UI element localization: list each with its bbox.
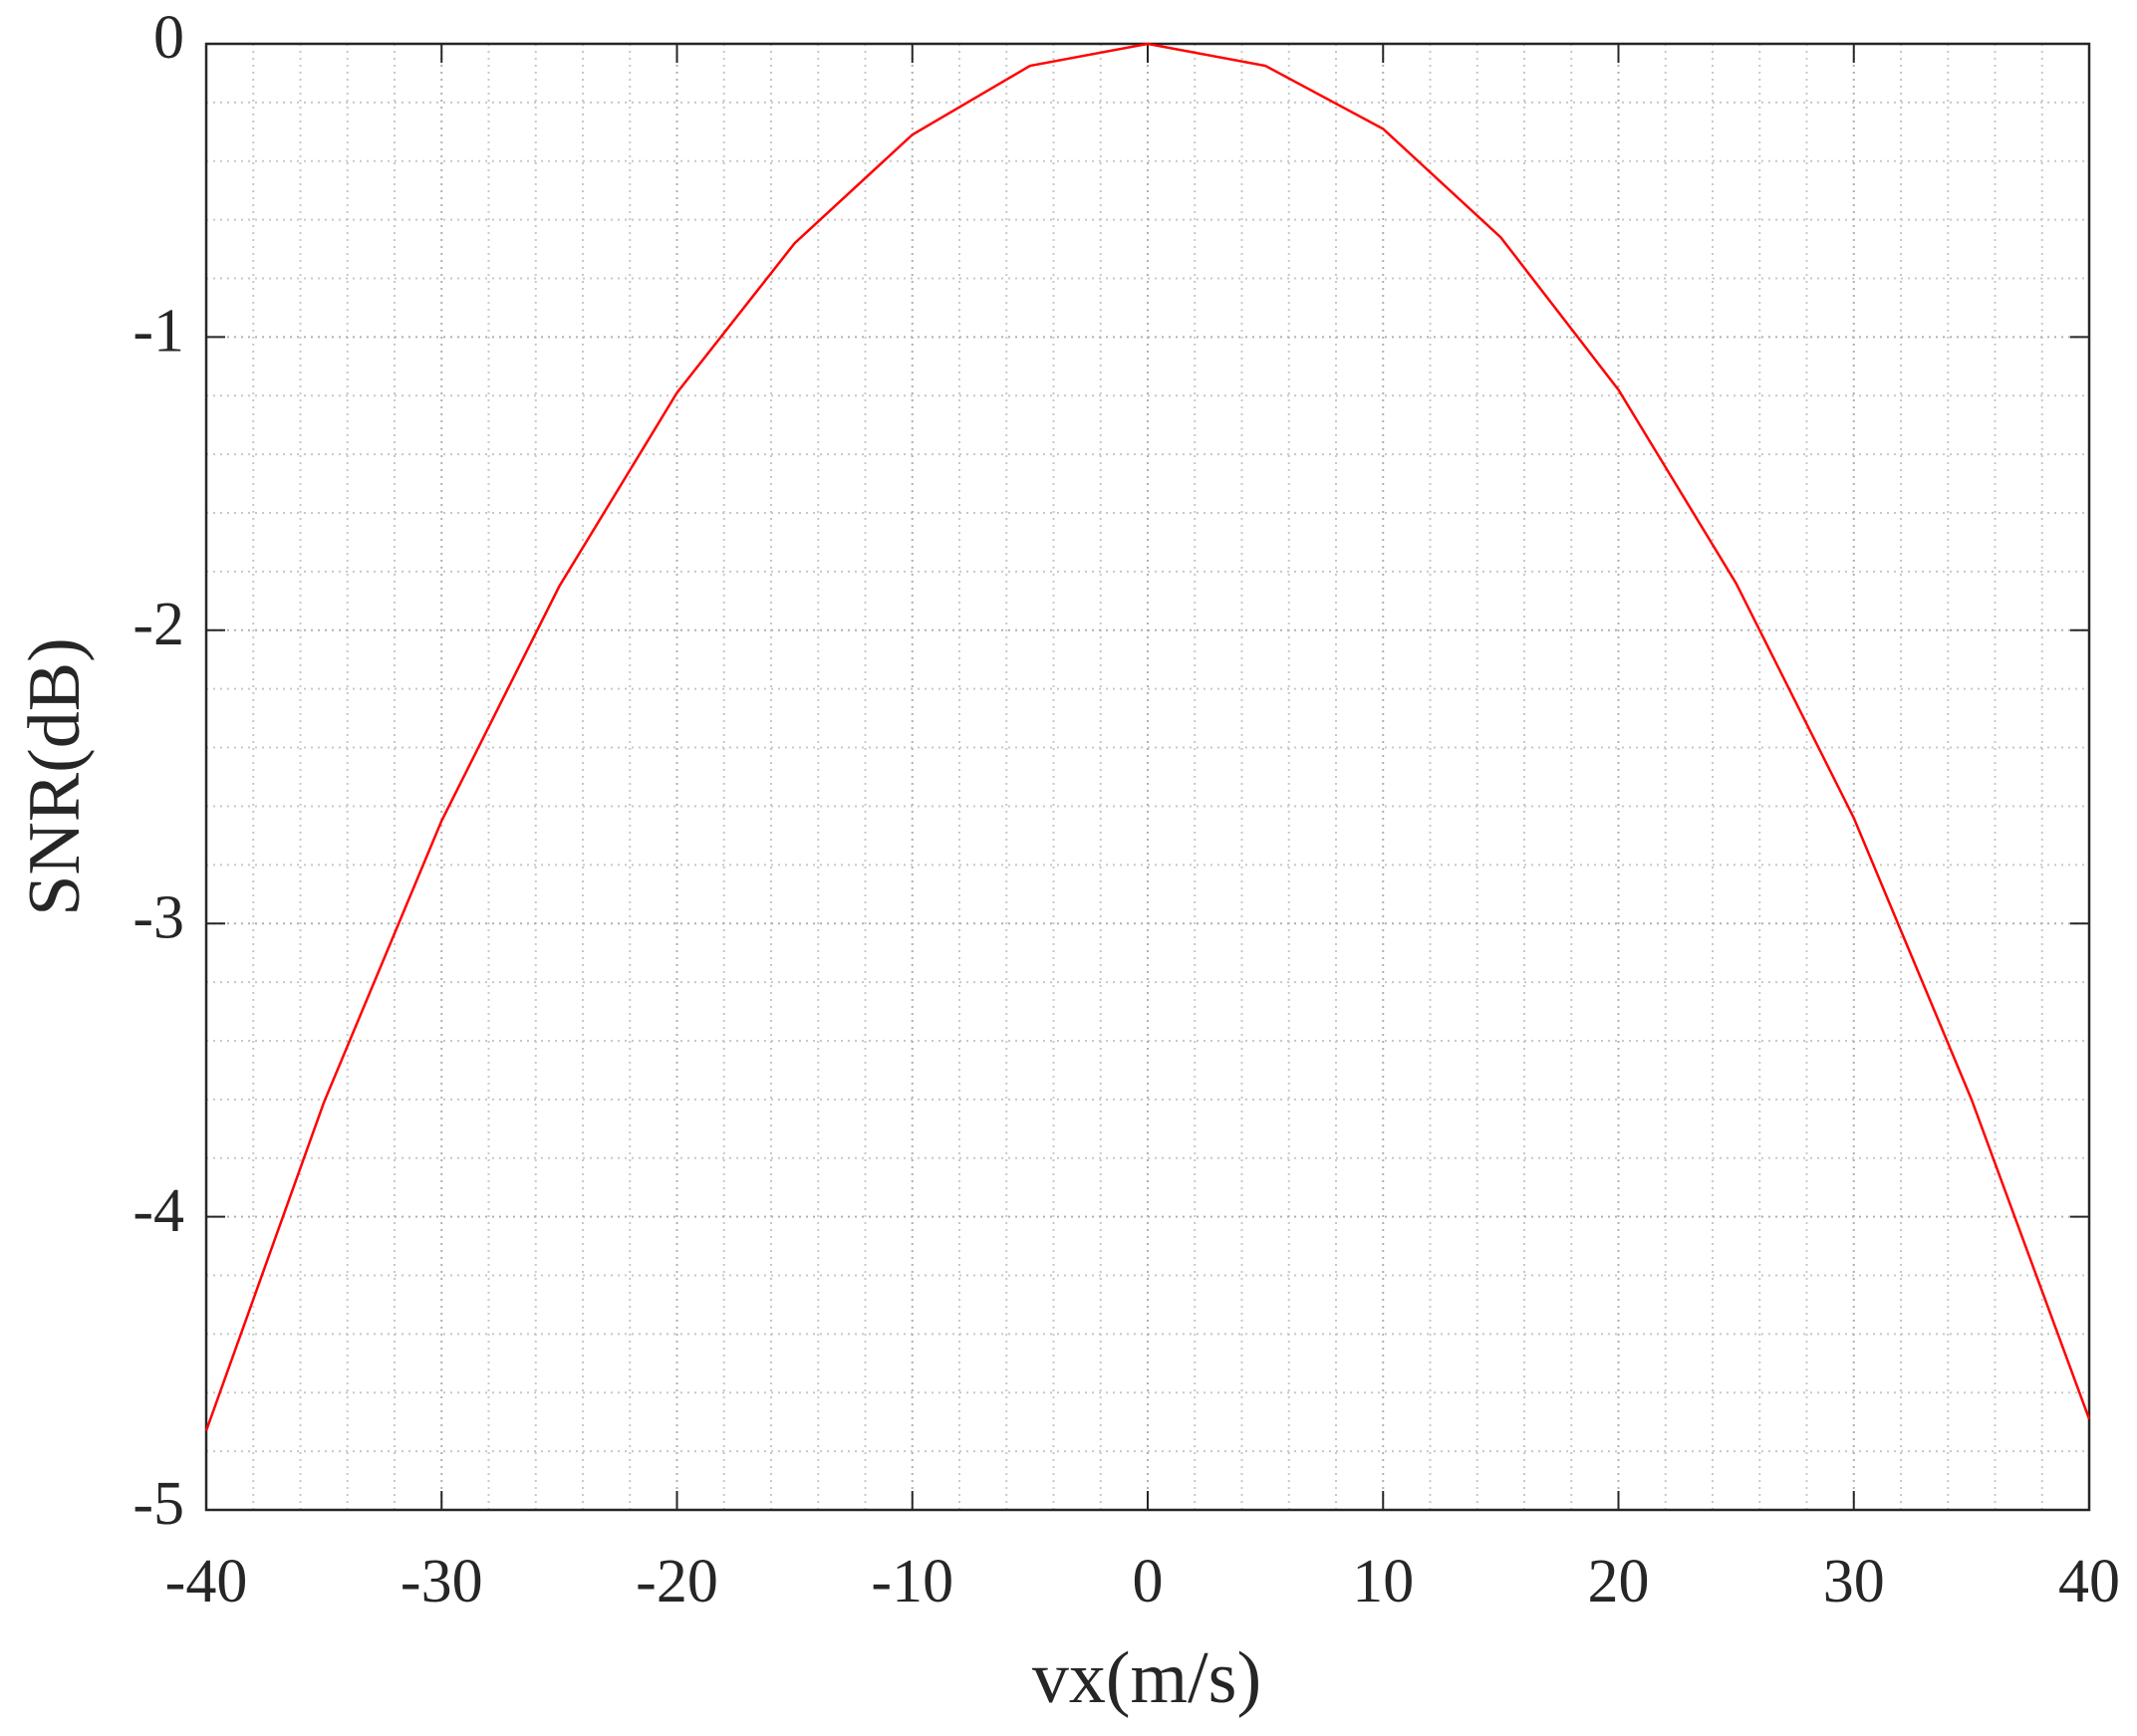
x-tick-label: 0: [1133, 1548, 1164, 1615]
y-tick-label: 0: [153, 4, 184, 72]
x-tick-label: 10: [1352, 1548, 1414, 1615]
y-axis-label: SNR(dB): [14, 637, 96, 916]
x-tick-label: 30: [1823, 1548, 1885, 1615]
y-tick-label: -2: [133, 591, 184, 658]
data-line: [204, 42, 2091, 1431]
y-tick-label: -3: [133, 883, 184, 951]
x-tick-label: 20: [1588, 1548, 1650, 1615]
y-tick-label: -1: [133, 298, 184, 366]
x-tick-label: -10: [871, 1548, 953, 1615]
y-tick-label: -4: [133, 1177, 184, 1245]
x-tick-label: -40: [165, 1548, 248, 1615]
x-axis-label: vx(m/s): [1032, 1637, 1261, 1719]
x-tick-label: -20: [636, 1548, 718, 1615]
x-tick-label: 40: [2058, 1548, 2120, 1615]
y-tick-label: -5: [133, 1470, 184, 1538]
x-tick-label: -30: [401, 1548, 483, 1615]
